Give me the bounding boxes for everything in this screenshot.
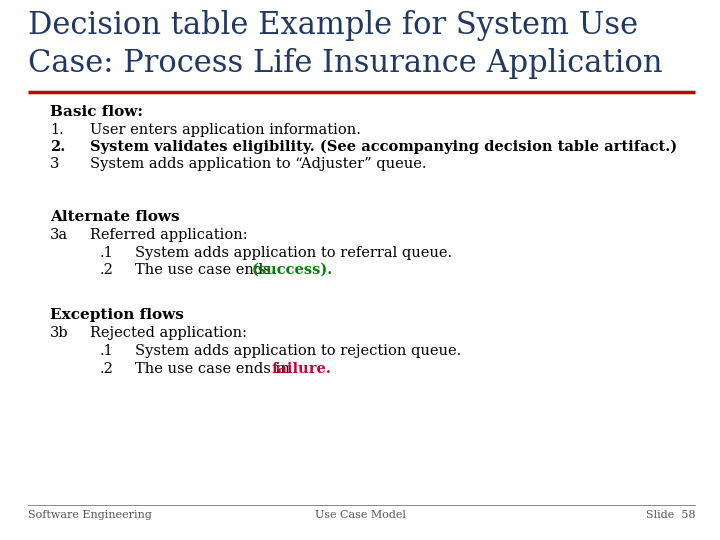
- Text: 3: 3: [50, 157, 59, 171]
- Text: Case: Process Life Insurance Application: Case: Process Life Insurance Application: [28, 48, 662, 79]
- Text: 1.: 1.: [50, 123, 64, 137]
- Text: The use case ends: The use case ends: [135, 263, 276, 277]
- Text: 2.: 2.: [50, 140, 66, 154]
- Text: 3a: 3a: [50, 228, 68, 242]
- Text: Basic flow:: Basic flow:: [50, 105, 143, 119]
- Text: Decision table Example for System Use: Decision table Example for System Use: [28, 10, 638, 41]
- Text: Alternate flows: Alternate flows: [50, 210, 179, 224]
- Text: System adds application to rejection queue.: System adds application to rejection que…: [135, 344, 462, 358]
- Text: System adds application to referral queue.: System adds application to referral queu…: [135, 246, 452, 260]
- Text: Use Case Model: Use Case Model: [315, 510, 405, 520]
- Text: Rejected application:: Rejected application:: [90, 326, 247, 340]
- Text: Software Engineering: Software Engineering: [28, 510, 152, 520]
- Text: .2: .2: [100, 263, 114, 277]
- Text: Slide  58: Slide 58: [646, 510, 695, 520]
- Text: Referred application:: Referred application:: [90, 228, 248, 242]
- Text: .2: .2: [100, 362, 114, 376]
- Text: 3b: 3b: [50, 326, 68, 340]
- Text: System adds application to “Adjuster” queue.: System adds application to “Adjuster” qu…: [90, 157, 426, 171]
- Text: The use case ends in: The use case ends in: [135, 362, 294, 376]
- Text: failure.: failure.: [271, 362, 331, 376]
- Text: .1: .1: [100, 344, 114, 358]
- Text: User enters application information.: User enters application information.: [90, 123, 361, 137]
- Text: Exception flows: Exception flows: [50, 308, 184, 322]
- Text: (success).: (success).: [252, 263, 333, 277]
- Text: .1: .1: [100, 246, 114, 260]
- Text: System validates eligibility. (See accompanying decision table artifact.): System validates eligibility. (See accom…: [90, 140, 677, 154]
